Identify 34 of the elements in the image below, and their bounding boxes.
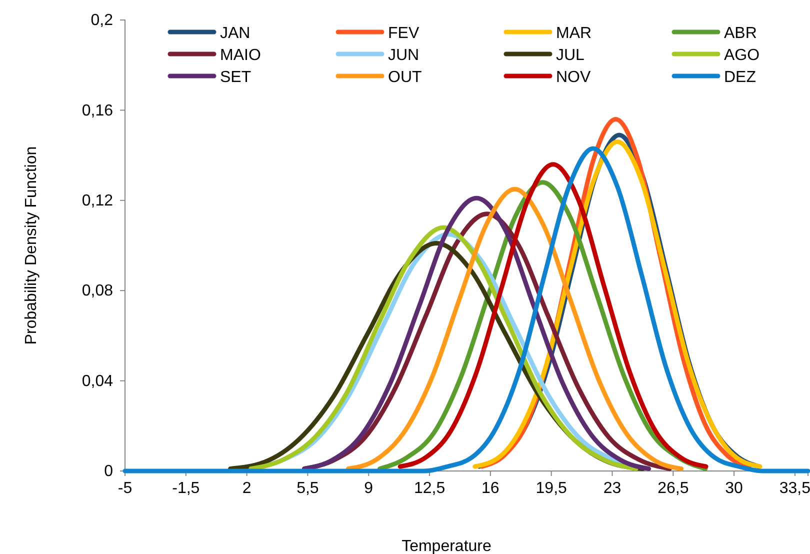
y-axis-title: Probability Density Function: [23, 146, 40, 345]
legend-label: MAIO: [220, 47, 261, 64]
line-series: [122, 146, 810, 474]
y-tick-label: 0,08: [82, 282, 114, 300]
x-tick-label: 16: [482, 480, 500, 497]
y-tick-label: 0,04: [82, 372, 114, 390]
x-tick-label: 12,5: [414, 480, 446, 497]
y-tick-label: 0,16: [82, 102, 114, 120]
x-tick-label: 30: [725, 480, 744, 497]
legend-label: SET: [220, 69, 252, 86]
x-tick-label: 33,5: [779, 480, 810, 497]
legend-label: MAR: [556, 25, 592, 42]
x-tick-label: 23: [603, 480, 622, 497]
legend-label: AGO: [724, 47, 760, 64]
y-tick-label: 0,2: [90, 12, 114, 30]
x-tick-label: 9: [364, 480, 374, 497]
x-tick-label: 2: [242, 480, 252, 497]
y-tick-label: 0,12: [82, 192, 114, 210]
y-tick-label: 0: [104, 463, 114, 480]
legend-label: NOV: [556, 69, 591, 86]
x-tick-label: -1,5: [172, 480, 200, 497]
legend-label: ABR: [724, 25, 757, 42]
line-series: [346, 186, 684, 471]
x-tick-label: 26,5: [658, 480, 689, 497]
x-axis-title: Temperature: [402, 538, 492, 554]
legend-label: JUN: [388, 47, 420, 64]
x-tick-label: 5,5: [296, 480, 319, 497]
legend-label: JAN: [220, 25, 250, 42]
legend-label: OUT: [388, 69, 422, 86]
legend-label: FEV: [388, 25, 420, 42]
x-tick-label: 19,5: [536, 480, 568, 497]
legend-label: JUL: [556, 47, 585, 64]
legend-label: DEZ: [724, 69, 756, 86]
x-tick-label: -5: [118, 480, 132, 497]
